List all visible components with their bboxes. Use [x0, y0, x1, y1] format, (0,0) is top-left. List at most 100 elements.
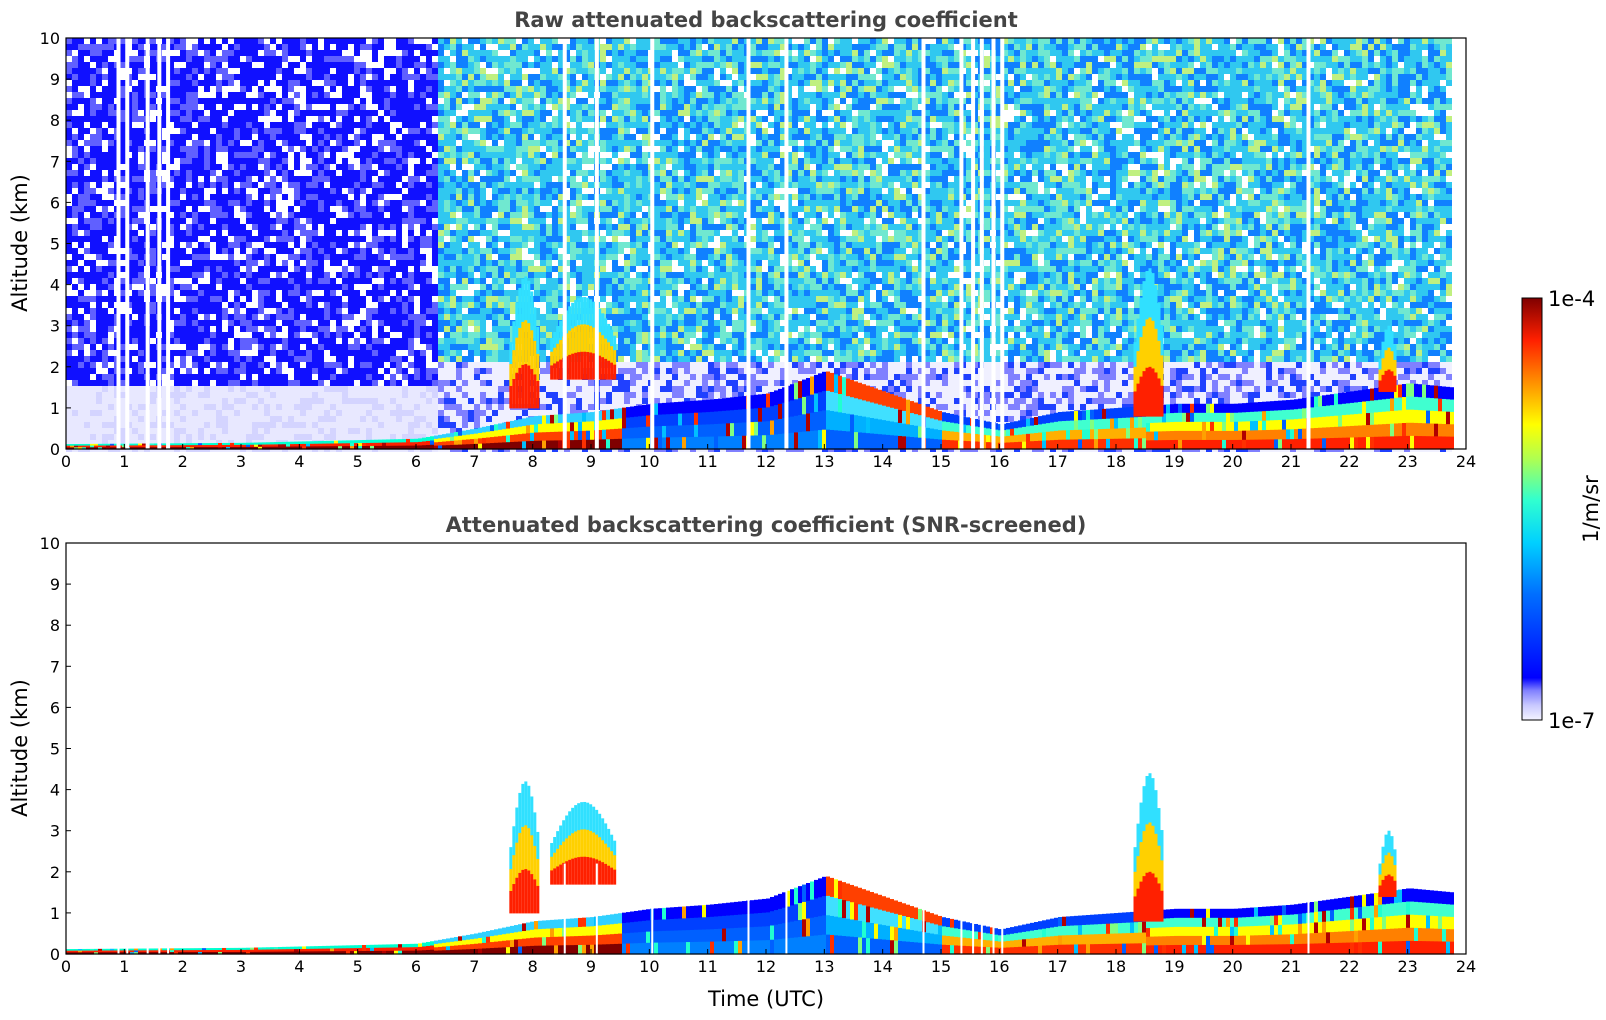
- x-tick-label: 23: [1397, 957, 1417, 976]
- data-gaps-0: [116, 38, 1311, 449]
- x-tick-label: 2: [178, 957, 188, 976]
- y-tick-label: 1: [50, 904, 60, 923]
- y-tick-label: 6: [50, 193, 60, 212]
- x-tick-label: 22: [1339, 957, 1359, 976]
- x-tick-label: 11: [697, 452, 717, 471]
- x-tick-label: 23: [1397, 452, 1417, 471]
- screened-heatmap: [66, 773, 1454, 955]
- raw-y-axis-label: Altitude (km): [8, 174, 32, 312]
- x-tick-label: 6: [411, 452, 421, 471]
- x-tick-label: 24: [1456, 452, 1476, 471]
- x-tick-label: 13: [814, 452, 834, 471]
- x-tick-label: 12: [756, 452, 776, 471]
- colorbar-unit-label: 1/m/sr: [1579, 475, 1603, 543]
- raw-x-ticks: 0 1 2 3 4 5 6 7 8 9 10 11 12 13 14 15 16 17 18 19 20 21 22 23 24: [61, 444, 1476, 471]
- x-tick-label: 3: [236, 452, 246, 471]
- raw-panel-title: Raw attenuated backscattering coefficien…: [514, 8, 1018, 32]
- x-tick-label: 10: [639, 452, 659, 471]
- cloud-plume-0-0: [509, 276, 540, 409]
- x-tick-label: 22: [1339, 452, 1359, 471]
- y-tick-label: 2: [50, 358, 60, 377]
- x-tick-label: 19: [1164, 452, 1184, 471]
- aerosol-layer-0: [66, 371, 1454, 450]
- colorbar: 1e-4 1e-7 1/m/sr: [1521, 287, 1603, 733]
- screened-backscatter-panel: Attenuated backscattering coefficient (S…: [8, 513, 1476, 1011]
- x-tick-label: 16: [989, 452, 1009, 471]
- y-tick-label: 10: [40, 29, 60, 48]
- cloud-plume-0-3: [1378, 325, 1397, 392]
- y-tick-label: 2: [50, 863, 60, 882]
- colorbar-gradient: [1521, 297, 1543, 721]
- y-tick-label: 5: [50, 740, 60, 759]
- x-tick-label: 8: [528, 957, 538, 976]
- x-tick-label: 17: [1047, 957, 1067, 976]
- y-tick-label: 3: [50, 822, 60, 841]
- y-tick-label: 9: [50, 70, 60, 89]
- x-tick-label: 5: [353, 452, 363, 471]
- y-tick-label: 3: [50, 317, 60, 336]
- screened-plot-frame: [65, 542, 1467, 955]
- screened-y-axis-label: Altitude (km): [8, 679, 32, 817]
- cloud-plume-1-1: [550, 801, 617, 885]
- cloud-plume-1-3: [1378, 830, 1397, 897]
- x-tick-label: 14: [872, 957, 892, 976]
- x-tick-label: 8: [528, 452, 538, 471]
- y-tick-label: 7: [50, 657, 60, 676]
- x-tick-label: 13: [814, 957, 834, 976]
- raw-heatmap: [66, 38, 1454, 452]
- x-tick-label: 6: [411, 957, 421, 976]
- x-tick-label: 1: [119, 452, 129, 471]
- y-tick-label: 0: [50, 440, 60, 459]
- y-tick-label: 4: [50, 781, 60, 800]
- x-tick-label: 4: [294, 957, 304, 976]
- x-tick-label: 15: [931, 957, 951, 976]
- x-tick-label: 21: [1281, 452, 1301, 471]
- x-tick-label: 9: [586, 452, 596, 471]
- y-tick-label: 8: [50, 616, 60, 635]
- y-tick-label: 0: [50, 945, 60, 964]
- raw-noise-field: [66, 38, 1452, 452]
- raw-backscatter-panel: Raw attenuated backscattering coefficien…: [8, 8, 1476, 471]
- y-tick-label: 5: [50, 235, 60, 254]
- x-tick-label: 18: [1106, 452, 1126, 471]
- y-tick-label: 10: [40, 534, 60, 553]
- y-tick-label: 4: [50, 276, 60, 295]
- x-tick-label: 24: [1456, 957, 1476, 976]
- raw-y-ticks: 0 1 2 3 4 5 6 7 8 9 10: [40, 29, 71, 459]
- x-tick-label: 16: [989, 957, 1009, 976]
- x-tick-label: 20: [1222, 957, 1242, 976]
- colorbar-min-label: 1e-7: [1548, 709, 1595, 733]
- x-tick-label: 17: [1047, 452, 1067, 471]
- aerosol-layer-1: [66, 876, 1454, 955]
- y-tick-label: 6: [50, 698, 60, 717]
- data-gaps-1: [117, 863, 1310, 954]
- x-tick-label: 11: [697, 957, 717, 976]
- colorbar-max-label: 1e-4: [1548, 287, 1595, 311]
- x-tick-label: 0: [61, 957, 71, 976]
- x-tick-label: 14: [872, 452, 892, 471]
- cloud-plume-1-0: [509, 781, 540, 914]
- cloud-plume-0-2: [1133, 268, 1164, 417]
- x-tick-label: 1: [119, 957, 129, 976]
- cloud-plume-1-2: [1133, 773, 1164, 922]
- x-tick-label: 18: [1106, 957, 1126, 976]
- x-tick-label: 21: [1281, 957, 1301, 976]
- x-tick-label: 5: [353, 957, 363, 976]
- y-tick-label: 9: [50, 575, 60, 594]
- y-tick-label: 7: [50, 152, 60, 171]
- x-tick-label: 10: [639, 957, 659, 976]
- x-tick-label: 0: [61, 452, 71, 471]
- x-tick-label: 9: [586, 957, 596, 976]
- screened-y-ticks: 0 1 2 3 4 5 6 7 8 9 10: [40, 534, 71, 964]
- screened-x-ticks: 0 1 2 3 4 5 6 7 8 9 10 11 12 13 14 15 16 17 18 19 20 21 22 23 24: [61, 949, 1476, 976]
- x-tick-label: 2: [178, 452, 188, 471]
- y-tick-label: 8: [50, 111, 60, 130]
- x-tick-label: 7: [469, 957, 479, 976]
- x-tick-label: 4: [294, 452, 304, 471]
- screened-panel-title: Attenuated backscattering coefficient (S…: [446, 513, 1087, 537]
- x-tick-label: 20: [1222, 452, 1242, 471]
- x-tick-label: 7: [469, 452, 479, 471]
- x-tick-label: 3: [236, 957, 246, 976]
- x-axis-label: Time (UTC): [707, 987, 824, 1011]
